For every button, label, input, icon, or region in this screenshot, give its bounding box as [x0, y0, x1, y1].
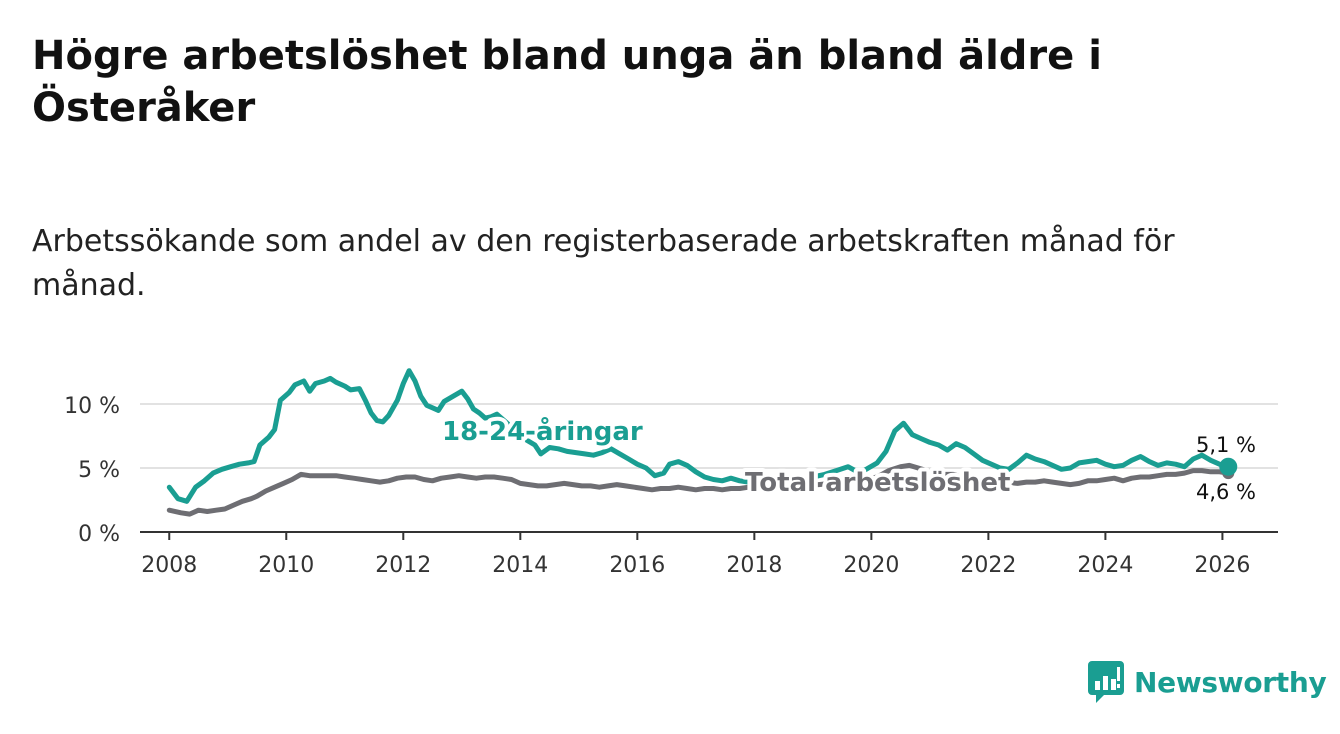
series-label-total-halo: Total arbetslöshet [745, 468, 1010, 498]
end-value-youth: 5,1 % [1196, 433, 1256, 457]
x-axis [140, 531, 1278, 540]
series-label-youth-halo: 18-24-åringar [442, 415, 643, 447]
x-tick-label: 2024 [1077, 553, 1133, 578]
x-tick-label: 2016 [609, 553, 665, 578]
x-tick-label: 2026 [1194, 553, 1250, 578]
newsworthy-logo-icon [1088, 661, 1124, 703]
label-layer: 0 % 5 % 10 % 2008 2010 2012 2014 2016 2018 2020 20… [64, 394, 1256, 578]
series-label-youth: 18-24-åringar [442, 415, 643, 447]
grid-layer [140, 403, 1278, 469]
brand-name: Newsworthy [1134, 665, 1327, 699]
x-tick-label: 2014 [492, 553, 548, 578]
x-tick-label: 2010 [258, 553, 314, 578]
series-line-total [166, 462, 1231, 517]
series-label-total: Total arbetslöshet [745, 468, 1010, 498]
series-line-youth [166, 368, 1231, 504]
y-tick-label: 5 % [78, 458, 120, 483]
x-tick-label: 2022 [960, 553, 1016, 578]
end-marker-youth [1219, 457, 1238, 476]
series-layer [166, 368, 1238, 517]
chart-subtitle: Arbetssökande som andel av den registerb… [32, 224, 1175, 303]
x-tick-label: 2008 [141, 553, 197, 578]
x-tick-label: 2020 [843, 553, 899, 578]
end-value-total: 4,6 % [1196, 480, 1256, 504]
x-tick-label: 2018 [726, 553, 782, 578]
y-tick-label: 0 % [78, 522, 120, 547]
x-tick-label: 2012 [375, 553, 431, 578]
chart-title: Högre arbetslöshet bland unga än bland ä… [32, 33, 1102, 131]
y-tick-label: 10 % [64, 394, 120, 419]
brand-logo: Newsworthy [1088, 660, 1327, 704]
